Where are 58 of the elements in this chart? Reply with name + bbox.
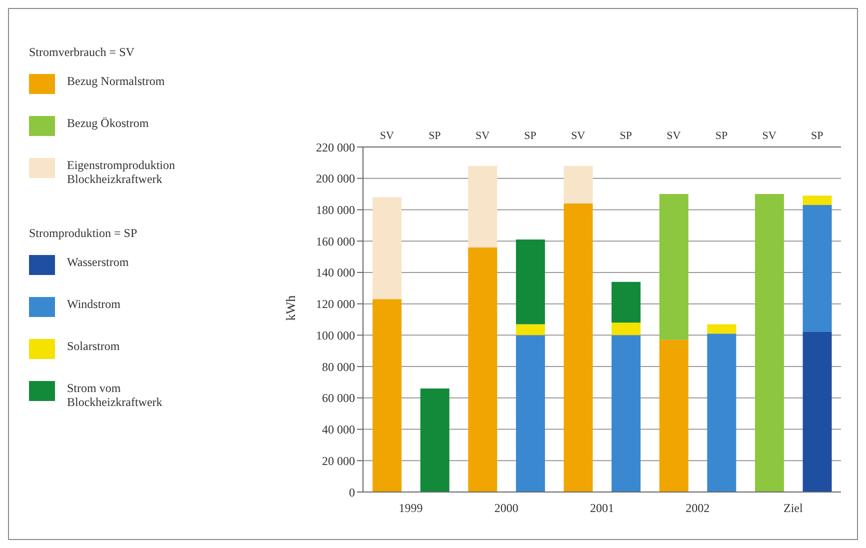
bar — [468, 166, 498, 248]
bar — [612, 322, 641, 336]
text: Stromproduktion = SP — [29, 226, 138, 240]
bar — [468, 247, 498, 492]
bar — [372, 197, 402, 300]
x-tick-label: SV — [762, 130, 776, 142]
y-tick-label: 220 000 — [316, 140, 355, 154]
text: 1999 — [398, 501, 424, 516]
legend-label: Solarstrom — [67, 339, 120, 353]
x-tick-label: SP — [715, 130, 728, 142]
bar — [516, 335, 545, 492]
bar — [372, 299, 402, 492]
bar — [659, 194, 688, 340]
legend-label: Bezug Ökostrom — [67, 116, 149, 130]
bar — [612, 282, 641, 323]
x-tick-label: SP — [810, 130, 824, 142]
y-tick-label: 40 000 — [322, 422, 355, 437]
text: Stromverbrauch = SV — [29, 45, 134, 59]
bar — [707, 324, 736, 334]
legend-label: Bezug Normalstrom — [67, 74, 165, 88]
x-tick-label: SP — [620, 130, 632, 142]
x-tick-label: SV — [380, 130, 394, 142]
y-tick-label: 60 000 — [322, 391, 355, 406]
bar — [802, 332, 832, 492]
bar — [612, 335, 641, 492]
y-tick-label: 20 000 — [322, 454, 355, 468]
legend-label: Strom vom Blockheizkraftwerk — [67, 381, 164, 409]
bar — [802, 205, 832, 332]
y-tick-label: 0 — [349, 485, 355, 500]
text: Ziel — [782, 501, 804, 516]
bar — [564, 203, 593, 492]
bar — [802, 196, 832, 206]
y-tick-label: 160 000 — [316, 234, 355, 248]
bar — [659, 340, 688, 492]
y-tick-label: 140 000 — [316, 266, 355, 280]
y-tick-label: 100 000 — [316, 328, 355, 342]
y-tick-label: 180 000 — [316, 202, 355, 217]
y-tick-label: 120 000 — [316, 297, 355, 312]
bar — [420, 388, 450, 492]
bar — [564, 166, 593, 204]
y-tick-label: 80 000 — [322, 360, 355, 374]
text: 2002 — [684, 501, 711, 516]
y-axis-title: kWh — [282, 294, 299, 323]
x-tick-label: SP — [524, 130, 536, 142]
legend-label: Eigenstromproduktion Blockheizkraftwerk — [67, 158, 176, 186]
legend-label: Wasserstrom — [67, 255, 129, 269]
x-tick-label: SP — [428, 130, 441, 142]
bar — [707, 334, 736, 492]
bar — [516, 240, 545, 324]
text: 2001 — [589, 501, 615, 516]
text: 2000 — [493, 501, 520, 516]
bar — [754, 194, 784, 492]
x-tick-label: SV — [475, 130, 490, 142]
x-tick-label: SV — [666, 130, 681, 142]
x-tick-label: SV — [571, 130, 586, 142]
y-tick-label: 200 000 — [316, 172, 355, 186]
bar — [516, 324, 545, 336]
legend-label: Windstrom — [67, 297, 121, 311]
